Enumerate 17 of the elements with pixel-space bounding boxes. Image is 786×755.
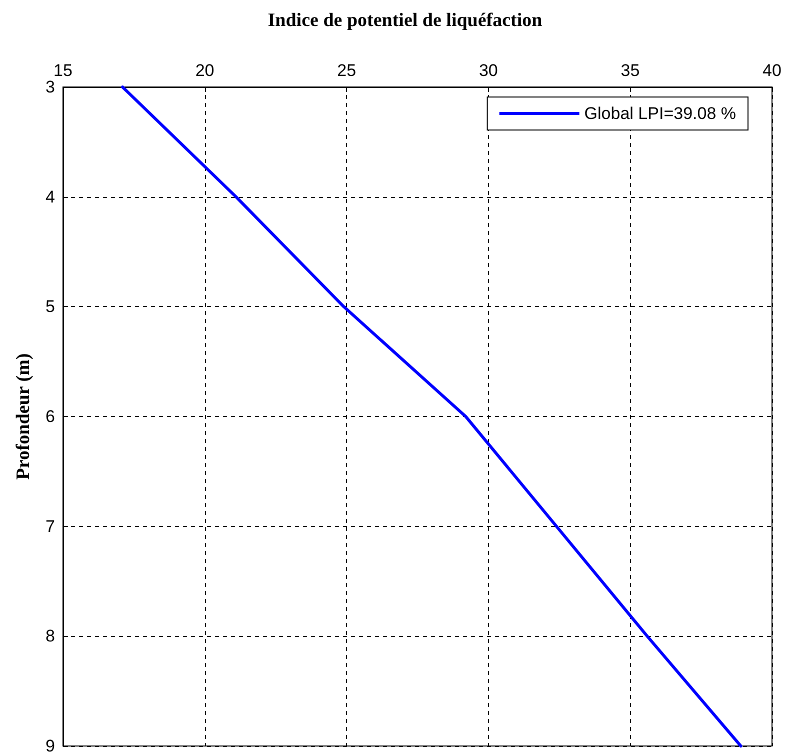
x-tick-label: 40 (762, 61, 782, 80)
x-tick-label: 35 (620, 61, 640, 80)
y-tick-label: 7 (46, 516, 55, 536)
legend-label: Global LPI=39.08 % (584, 104, 736, 123)
y-tick-label: 5 (46, 297, 55, 316)
y-tick-label: 3 (46, 78, 55, 96)
y-tick-label: 4 (46, 187, 55, 206)
y-tick-label: 8 (46, 626, 55, 646)
line-series (121, 86, 742, 748)
y-tick-label: 6 (46, 407, 55, 426)
x-tick-label: 25 (337, 61, 356, 80)
x-tick-label: 20 (195, 61, 214, 80)
x-tick-label: 15 (54, 61, 72, 80)
chart-title: Indice de potentiel de liquéfaction (268, 10, 543, 31)
x-tick-label: 30 (478, 61, 498, 80)
y-axis-title: Profondeur (m) (13, 353, 34, 480)
y-tick-label: 9 (46, 736, 55, 755)
